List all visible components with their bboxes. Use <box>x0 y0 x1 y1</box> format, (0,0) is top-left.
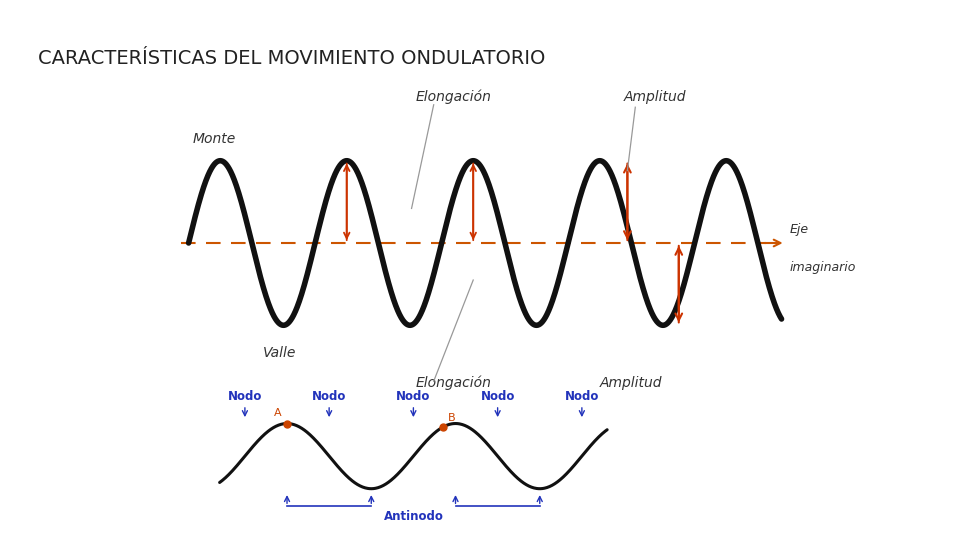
Text: Amplitud: Amplitud <box>600 376 662 390</box>
Text: A: A <box>275 408 282 418</box>
Text: Elongación: Elongación <box>416 90 492 104</box>
Text: Valle: Valle <box>263 346 297 360</box>
Text: Nodo: Nodo <box>312 390 347 403</box>
Text: Nodo: Nodo <box>564 390 599 403</box>
Text: Nodo: Nodo <box>480 390 515 403</box>
Text: Monte: Monte <box>193 132 236 146</box>
Text: Antinodo: Antinodo <box>383 510 444 523</box>
Text: CARACTERÍSTICAS DEL MOVIMIENTO ONDULATORIO: CARACTERÍSTICAS DEL MOVIMIENTO ONDULATOR… <box>38 49 546 68</box>
Text: B: B <box>448 413 456 423</box>
Text: Nodo: Nodo <box>228 390 262 403</box>
Text: Elongación: Elongación <box>416 375 492 390</box>
Text: Eje: Eje <box>789 224 808 237</box>
Text: Amplitud: Amplitud <box>624 91 686 104</box>
Text: Nodo: Nodo <box>396 390 431 403</box>
Text: imaginario: imaginario <box>789 261 855 274</box>
